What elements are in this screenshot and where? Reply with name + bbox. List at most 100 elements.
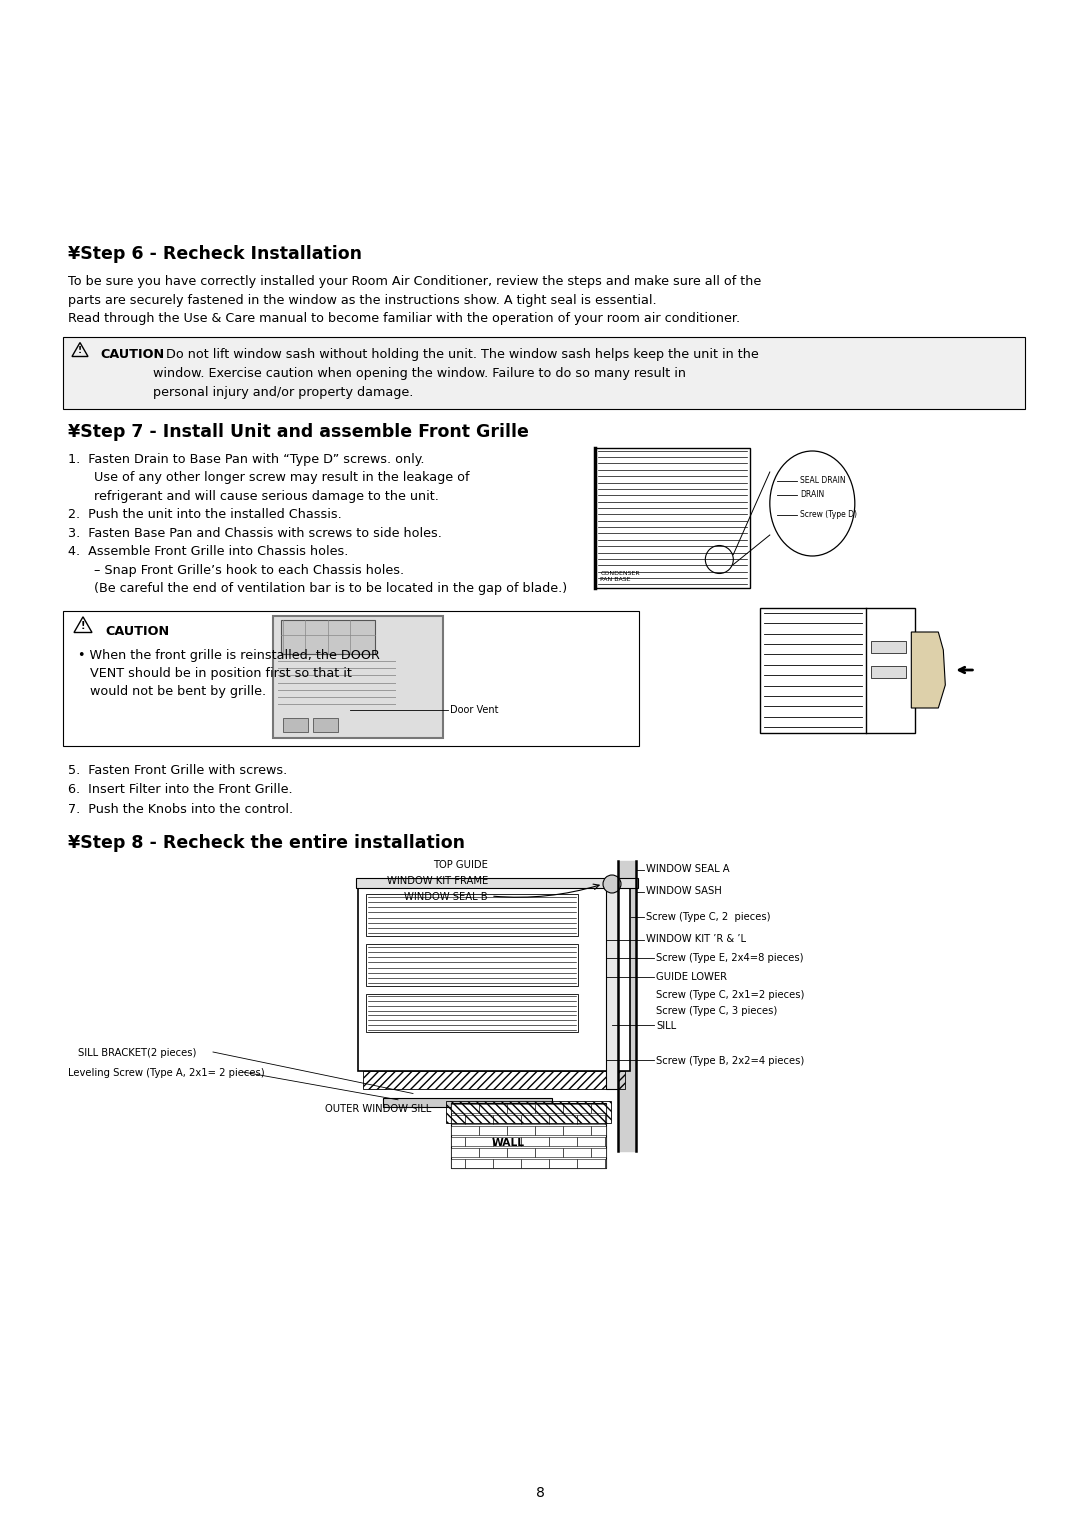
Bar <box>356 879 638 888</box>
Bar <box>465 1158 492 1167</box>
Bar <box>563 1103 591 1112</box>
Bar <box>480 1103 507 1112</box>
Bar <box>521 1137 549 1146</box>
Text: CONDENSER
PAN BASE: CONDENSER PAN BASE <box>600 570 640 582</box>
Text: ¥Step 7 - Install Unit and assemble Front Grille: ¥Step 7 - Install Unit and assemble Fron… <box>68 423 529 440</box>
Text: WINDOW KIT ’R & ’L: WINDOW KIT ’R & ’L <box>646 934 746 944</box>
Bar <box>281 619 375 654</box>
Text: would not be bent by grille.: would not be bent by grille. <box>90 685 266 697</box>
Bar <box>366 894 578 937</box>
Bar <box>451 1126 480 1135</box>
Bar <box>446 1102 611 1123</box>
Text: Leveling Screw (Type A, 2x1= 2 pieces): Leveling Screw (Type A, 2x1= 2 pieces) <box>68 1068 265 1077</box>
Text: Door Vent: Door Vent <box>450 704 499 715</box>
Text: Read through the Use & Care manual to become familiar with the operation of your: Read through the Use & Care manual to be… <box>68 312 740 325</box>
Bar <box>63 611 639 746</box>
Text: TOP GUIDE: TOP GUIDE <box>433 860 488 869</box>
Text: Do not lift window sash without holding the unit. The window sash helps keep the: Do not lift window sash without holding … <box>162 347 759 361</box>
Text: Screw (Type C, 3 pieces): Screw (Type C, 3 pieces) <box>656 1005 778 1016</box>
Bar <box>535 1103 563 1112</box>
Text: SILL: SILL <box>656 1021 676 1031</box>
Text: Screw (Type D): Screw (Type D) <box>800 510 856 520</box>
Bar <box>313 718 338 732</box>
Bar <box>549 1137 577 1146</box>
Text: 4.  Assemble Front Grille into Chassis holes.: 4. Assemble Front Grille into Chassis ho… <box>68 545 349 558</box>
Text: 6.  Insert Filter into the Front Grille.: 6. Insert Filter into the Front Grille. <box>68 782 293 796</box>
Bar <box>535 1126 563 1135</box>
Text: window. Exercise caution when opening the window. Failure to do so many result i: window. Exercise caution when opening th… <box>153 367 686 379</box>
Text: – Snap Front Grille’s hook to each Chassis holes.: – Snap Front Grille’s hook to each Chass… <box>86 564 404 576</box>
Bar <box>577 1158 605 1167</box>
Bar <box>563 1126 591 1135</box>
Bar <box>283 718 308 732</box>
Text: VENT should be in position first so that it: VENT should be in position first so that… <box>90 666 352 680</box>
Bar <box>507 1103 535 1112</box>
Text: To be sure you have correctly installed your Room Air Conditioner, review the st: To be sure you have correctly installed … <box>68 275 761 287</box>
Text: 3.  Fasten Base Pan and Chassis with screws to side holes.: 3. Fasten Base Pan and Chassis with scre… <box>68 527 442 539</box>
Bar <box>451 1103 606 1167</box>
Bar <box>577 1137 605 1146</box>
Bar <box>451 1103 480 1112</box>
Text: WINDOW SEAL B: WINDOW SEAL B <box>404 892 488 902</box>
Text: • When the front grille is reinstalled, the DOOR: • When the front grille is reinstalled, … <box>78 648 380 662</box>
Bar <box>465 1114 492 1123</box>
Bar <box>366 944 578 986</box>
Bar <box>577 1114 605 1123</box>
Bar <box>492 1137 521 1146</box>
Bar <box>383 1099 552 1106</box>
Text: WALL: WALL <box>491 1138 525 1148</box>
Text: parts are securely fastened in the window as the instructions show. A tight seal: parts are securely fastened in the windo… <box>68 293 657 307</box>
Text: OUTER WINDOW SILL: OUTER WINDOW SILL <box>325 1105 431 1114</box>
Text: Screw (Type B, 2x2=4 pieces): Screw (Type B, 2x2=4 pieces) <box>656 1056 805 1067</box>
Text: Screw (Type E, 2x4=8 pieces): Screw (Type E, 2x4=8 pieces) <box>656 953 804 963</box>
Text: GUIDE LOWER: GUIDE LOWER <box>656 972 727 983</box>
Bar <box>870 666 906 678</box>
Circle shape <box>603 876 621 892</box>
Bar <box>870 642 906 652</box>
Text: DRAIN: DRAIN <box>800 490 824 500</box>
Bar <box>549 1158 577 1167</box>
Bar <box>606 886 618 1089</box>
Text: CAUTION: CAUTION <box>105 625 170 637</box>
Text: SEAL DRAIN: SEAL DRAIN <box>800 477 846 484</box>
Bar <box>480 1126 507 1135</box>
Text: SILL BRACKET(2 pieces): SILL BRACKET(2 pieces) <box>78 1048 197 1057</box>
Bar <box>760 608 916 732</box>
Bar <box>595 448 751 587</box>
Bar <box>507 1148 535 1157</box>
Bar <box>363 1071 625 1089</box>
Text: !: ! <box>81 620 85 631</box>
Bar <box>549 1114 577 1123</box>
Bar <box>465 1137 492 1146</box>
Text: Use of any other longer screw may result in the leakage of: Use of any other longer screw may result… <box>86 471 470 484</box>
Bar <box>591 1126 606 1135</box>
Bar <box>521 1158 549 1167</box>
Text: !: ! <box>78 345 82 354</box>
Bar <box>591 1148 606 1157</box>
Bar <box>273 616 443 738</box>
Bar <box>591 1103 606 1112</box>
Text: 1.  Fasten Drain to Base Pan with “Type D” screws. only.: 1. Fasten Drain to Base Pan with “Type D… <box>68 452 424 466</box>
Bar <box>480 1148 507 1157</box>
Text: WINDOW SEAL A: WINDOW SEAL A <box>646 863 730 874</box>
Text: 8: 8 <box>536 1487 544 1500</box>
Polygon shape <box>912 633 945 707</box>
Bar <box>507 1126 535 1135</box>
Bar <box>521 1114 549 1123</box>
Bar <box>563 1148 591 1157</box>
Bar <box>451 1158 465 1167</box>
Bar <box>451 1137 465 1146</box>
Text: ¥Step 6 - Recheck Installation: ¥Step 6 - Recheck Installation <box>68 244 362 263</box>
Text: 7.  Push the Knobs into the control.: 7. Push the Knobs into the control. <box>68 802 293 816</box>
Bar <box>366 995 578 1031</box>
Text: Screw (Type C, 2x1=2 pieces): Screw (Type C, 2x1=2 pieces) <box>656 990 805 999</box>
Text: 2.  Push the unit into the installed Chassis.: 2. Push the unit into the installed Chas… <box>68 507 341 521</box>
Text: (Be careful the end of ventilation bar is to be located in the gap of blade.): (Be careful the end of ventilation bar i… <box>86 582 567 594</box>
Bar <box>492 1114 521 1123</box>
Text: Screw (Type C, 2  pieces): Screw (Type C, 2 pieces) <box>646 912 770 921</box>
Bar <box>492 1158 521 1167</box>
Text: CAUTION: CAUTION <box>100 347 164 361</box>
Text: 5.  Fasten Front Grille with screws.: 5. Fasten Front Grille with screws. <box>68 764 287 776</box>
Bar <box>535 1148 563 1157</box>
Text: WINDOW KIT FRAME: WINDOW KIT FRAME <box>387 876 488 886</box>
